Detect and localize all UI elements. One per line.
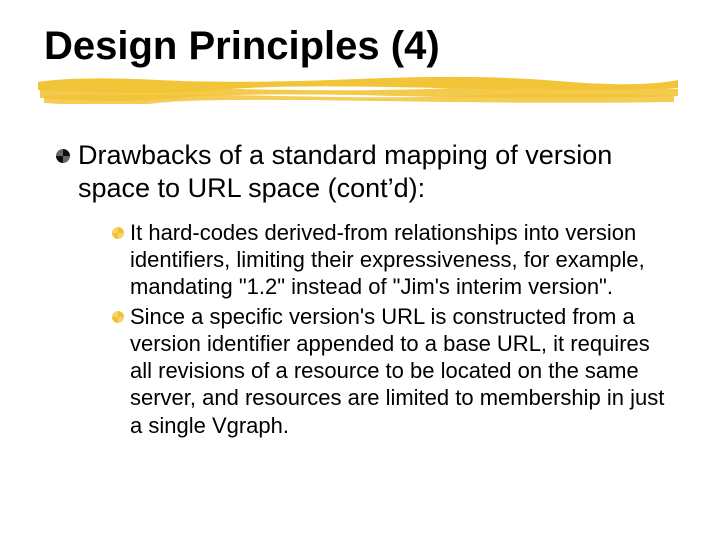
title-underline-brush [38,76,678,104]
bullet-level1-text: Drawbacks of a standard mapping of versi… [78,139,676,205]
body-content: Drawbacks of a standard mapping of versi… [44,139,676,439]
pinwheel-small-icon [112,307,126,327]
bullet-level1: Drawbacks of a standard mapping of versi… [56,139,676,205]
slide-title: Design Principles (4) [44,24,676,68]
bullet-level2-text: It hard-codes derived-from relationships… [130,219,676,301]
bullet-level2: It hard-codes derived-from relationships… [112,219,676,301]
pinwheel-small-icon [112,223,126,243]
bullet-level2-text: Since a specific version's URL is constr… [130,303,676,439]
sub-bullets: It hard-codes derived-from relationships… [56,219,676,439]
slide: Design Principles (4) Drawbacks of a sta [0,0,720,540]
pinwheel-icon [56,143,72,169]
bullet-level2: Since a specific version's URL is constr… [112,303,676,439]
